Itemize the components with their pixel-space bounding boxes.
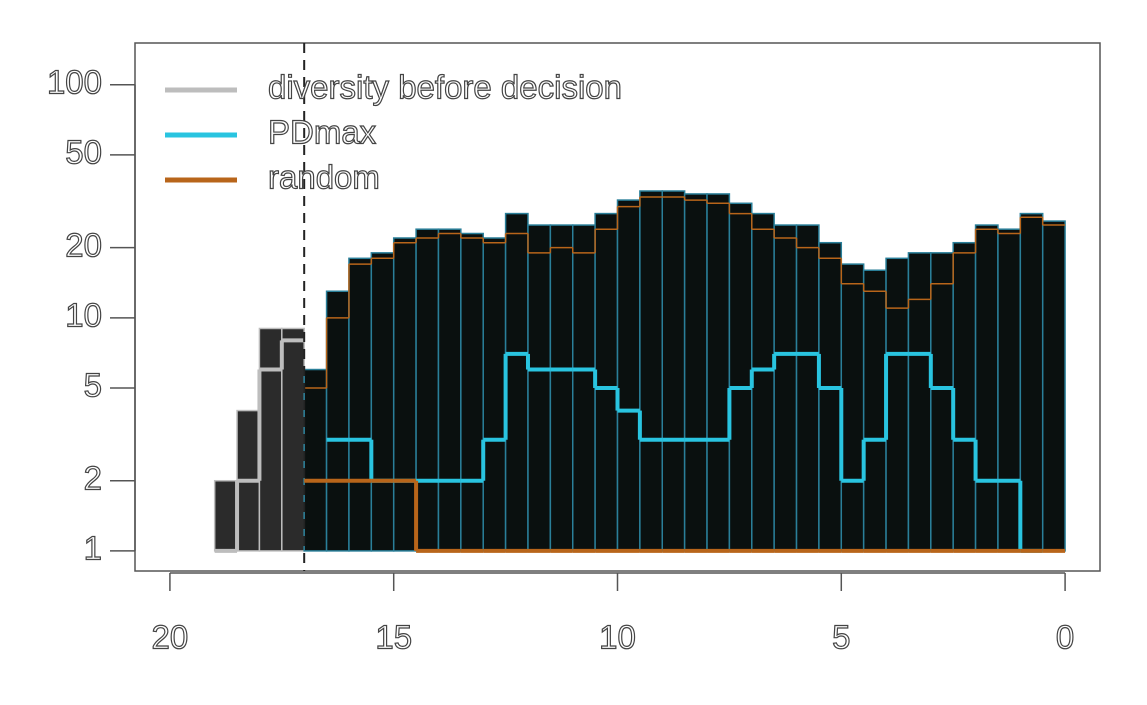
- range-bar: [348, 257, 373, 552]
- x-tick-label: 0: [1056, 619, 1074, 656]
- range-bar: [818, 241, 843, 552]
- range-bar: [683, 193, 708, 552]
- y-tick-label: 5: [84, 367, 102, 404]
- range-bar: [571, 224, 596, 552]
- range-bar: [751, 212, 775, 552]
- range-bar: [661, 190, 686, 552]
- y-tick-label: 10: [65, 297, 102, 334]
- range-bar: [862, 269, 887, 552]
- range-bar: [706, 193, 731, 552]
- y-tick-label: 100: [47, 63, 102, 100]
- x-tick-label: 10: [599, 619, 636, 656]
- legend-label: PDmax: [268, 114, 377, 151]
- range-bar: [213, 479, 238, 552]
- range-bar: [795, 224, 820, 552]
- range-bar: [303, 368, 328, 552]
- range-bar: [907, 252, 932, 552]
- range-bar: [594, 212, 619, 552]
- y-tick-label: 2: [84, 459, 102, 496]
- range-bar: [930, 252, 954, 552]
- range-bar: [549, 224, 574, 552]
- range-bar: [773, 224, 798, 552]
- x-tick-label: 15: [375, 619, 412, 656]
- y-tick-label: 1: [84, 530, 102, 567]
- range-bar: [840, 263, 865, 552]
- range-bar: [415, 228, 440, 552]
- range-bar: [437, 228, 462, 552]
- legend-label: random: [268, 159, 380, 196]
- range-bar: [281, 327, 305, 552]
- range-bar: [482, 237, 507, 552]
- y-tick-label: 50: [65, 134, 102, 171]
- range-bar: [1041, 220, 1066, 552]
- range-bar: [258, 327, 283, 552]
- range-bar: [885, 257, 910, 552]
- range-bar: [504, 212, 529, 552]
- range-bar: [616, 199, 641, 552]
- range-bar: [325, 290, 350, 552]
- range-bar: [952, 241, 977, 552]
- legend-label: diversity before decision: [268, 69, 622, 106]
- range-bar: [974, 224, 999, 552]
- range-bar: [728, 202, 753, 552]
- range-bar: [997, 228, 1022, 552]
- range-bar: [392, 237, 417, 552]
- range-bar: [1019, 212, 1044, 552]
- range-bar: [639, 190, 664, 552]
- y-tick-label: 20: [65, 226, 102, 263]
- x-tick-label: 5: [832, 619, 850, 656]
- x-tick-label: 20: [152, 619, 189, 656]
- range-bar: [370, 252, 395, 552]
- range-bar: [460, 232, 484, 552]
- range-bar: [527, 224, 552, 552]
